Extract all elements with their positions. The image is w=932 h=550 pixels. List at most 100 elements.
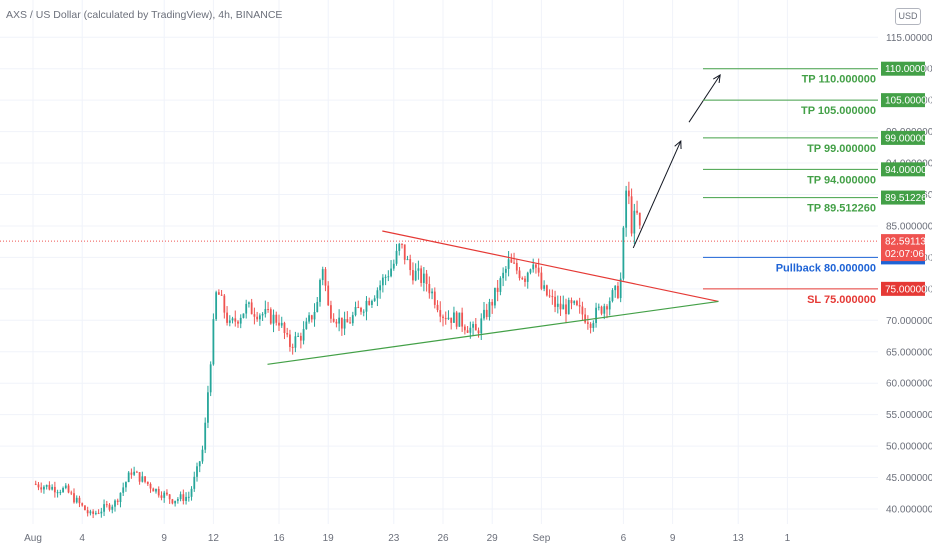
- candle-body: [313, 312, 316, 320]
- candle-body: [455, 312, 458, 327]
- candle-body: [485, 309, 488, 318]
- candle-body: [381, 277, 384, 286]
- candle-body: [209, 364, 212, 393]
- candle-body: [248, 302, 250, 304]
- x-tick-label: 19: [323, 533, 335, 544]
- candle-body: [584, 314, 587, 323]
- y-tick-label: 50.000000: [886, 442, 932, 453]
- candle-body: [258, 315, 261, 320]
- candle-body: [578, 305, 581, 307]
- candle-body: [518, 270, 521, 279]
- candle-body: [111, 506, 114, 510]
- candle-body: [116, 500, 119, 503]
- y-tick-label: 70.000000: [886, 316, 932, 327]
- candle-body: [526, 272, 529, 282]
- candle-body: [187, 496, 190, 498]
- x-tick-label: 6: [621, 533, 627, 544]
- candle-body: [469, 327, 472, 333]
- candle-body: [97, 512, 100, 514]
- candle-body: [360, 308, 362, 312]
- candle-body: [130, 472, 133, 475]
- candle-body: [40, 487, 43, 490]
- candle-body: [488, 301, 491, 318]
- candle-body: [444, 317, 447, 320]
- candle-body: [73, 493, 75, 503]
- candle-body: [458, 312, 461, 327]
- x-tick-label: Aug: [24, 533, 42, 544]
- candle-body: [152, 488, 155, 492]
- candle-body: [51, 486, 54, 490]
- candle-body: [220, 294, 223, 296]
- trendline-resistance: [382, 230, 719, 303]
- price-tag-text: 94.000000: [885, 165, 932, 176]
- candle-body: [627, 190, 630, 197]
- candle-body: [376, 290, 379, 299]
- price-tag: [881, 93, 925, 108]
- candle-body: [261, 314, 264, 316]
- candle-body: [617, 285, 619, 299]
- candle-body: [105, 504, 108, 506]
- current-price-tag: [881, 234, 925, 262]
- candle-body: [212, 319, 215, 365]
- candle-body: [562, 304, 565, 310]
- candle-body: [622, 227, 625, 279]
- candle-body: [280, 322, 283, 326]
- candle-body: [450, 317, 453, 323]
- candle-body: [215, 292, 218, 320]
- candle-body: [114, 500, 116, 507]
- candle-body: [625, 190, 628, 228]
- candlestick-series: [34, 181, 641, 519]
- candle-body: [272, 314, 275, 324]
- candle-body: [291, 346, 294, 348]
- y-tick-label: 60.000000: [886, 379, 932, 390]
- x-tick-label: 29: [487, 533, 499, 544]
- candle-body: [630, 196, 633, 234]
- candle-body: [548, 295, 551, 297]
- candle-body: [125, 482, 127, 488]
- candle-body: [608, 301, 611, 310]
- candle-body: [127, 472, 130, 483]
- candle-body: [510, 259, 513, 263]
- candle-body: [406, 259, 409, 261]
- candle-body: [537, 267, 540, 273]
- candle-body: [89, 511, 92, 514]
- candle-body: [606, 306, 608, 310]
- candle-body: [138, 472, 141, 482]
- candle-body: [256, 316, 259, 320]
- candle-body: [600, 306, 603, 314]
- candle-body: [592, 323, 595, 328]
- candle-body: [179, 494, 182, 500]
- chart-grid: [0, 0, 878, 524]
- x-tick-label: 26: [437, 533, 449, 544]
- triangle-trendlines: [267, 230, 719, 365]
- candle-body: [532, 264, 535, 270]
- candle-body: [133, 471, 136, 475]
- price-tag-text: 89.512260: [885, 193, 932, 204]
- candle-body: [94, 512, 97, 514]
- level-label: TP 89.512260: [807, 203, 876, 215]
- candle-body: [43, 486, 45, 490]
- candle-body: [499, 278, 502, 292]
- candle-body: [176, 499, 179, 501]
- x-tick-label: 9: [670, 533, 676, 544]
- candle-body: [477, 330, 480, 334]
- candle-body: [185, 496, 187, 501]
- candle-body: [474, 324, 477, 331]
- candle-body: [234, 318, 237, 322]
- candle-body: [193, 476, 196, 489]
- x-tick-label: 9: [161, 533, 167, 544]
- currency-badge[interactable]: USD: [895, 8, 921, 25]
- candle-body: [146, 481, 149, 484]
- candle-body: [283, 322, 286, 334]
- target-levels: TP 110.000000 TP 105.000000 TP 99.000000 TP…: [703, 68, 878, 306]
- time-axis[interactable]: Aug 4 9 12 16 19 23 26 29 Sep 6 9 13 1: [24, 533, 791, 544]
- candle-body: [190, 488, 193, 497]
- candle-body: [103, 504, 105, 512]
- candle-body: [62, 487, 64, 493]
- candle-body: [466, 330, 469, 333]
- candle-body: [59, 492, 62, 494]
- candle-body: [321, 269, 324, 281]
- level-label: TP 99.000000: [807, 143, 876, 155]
- candle-body: [428, 283, 431, 294]
